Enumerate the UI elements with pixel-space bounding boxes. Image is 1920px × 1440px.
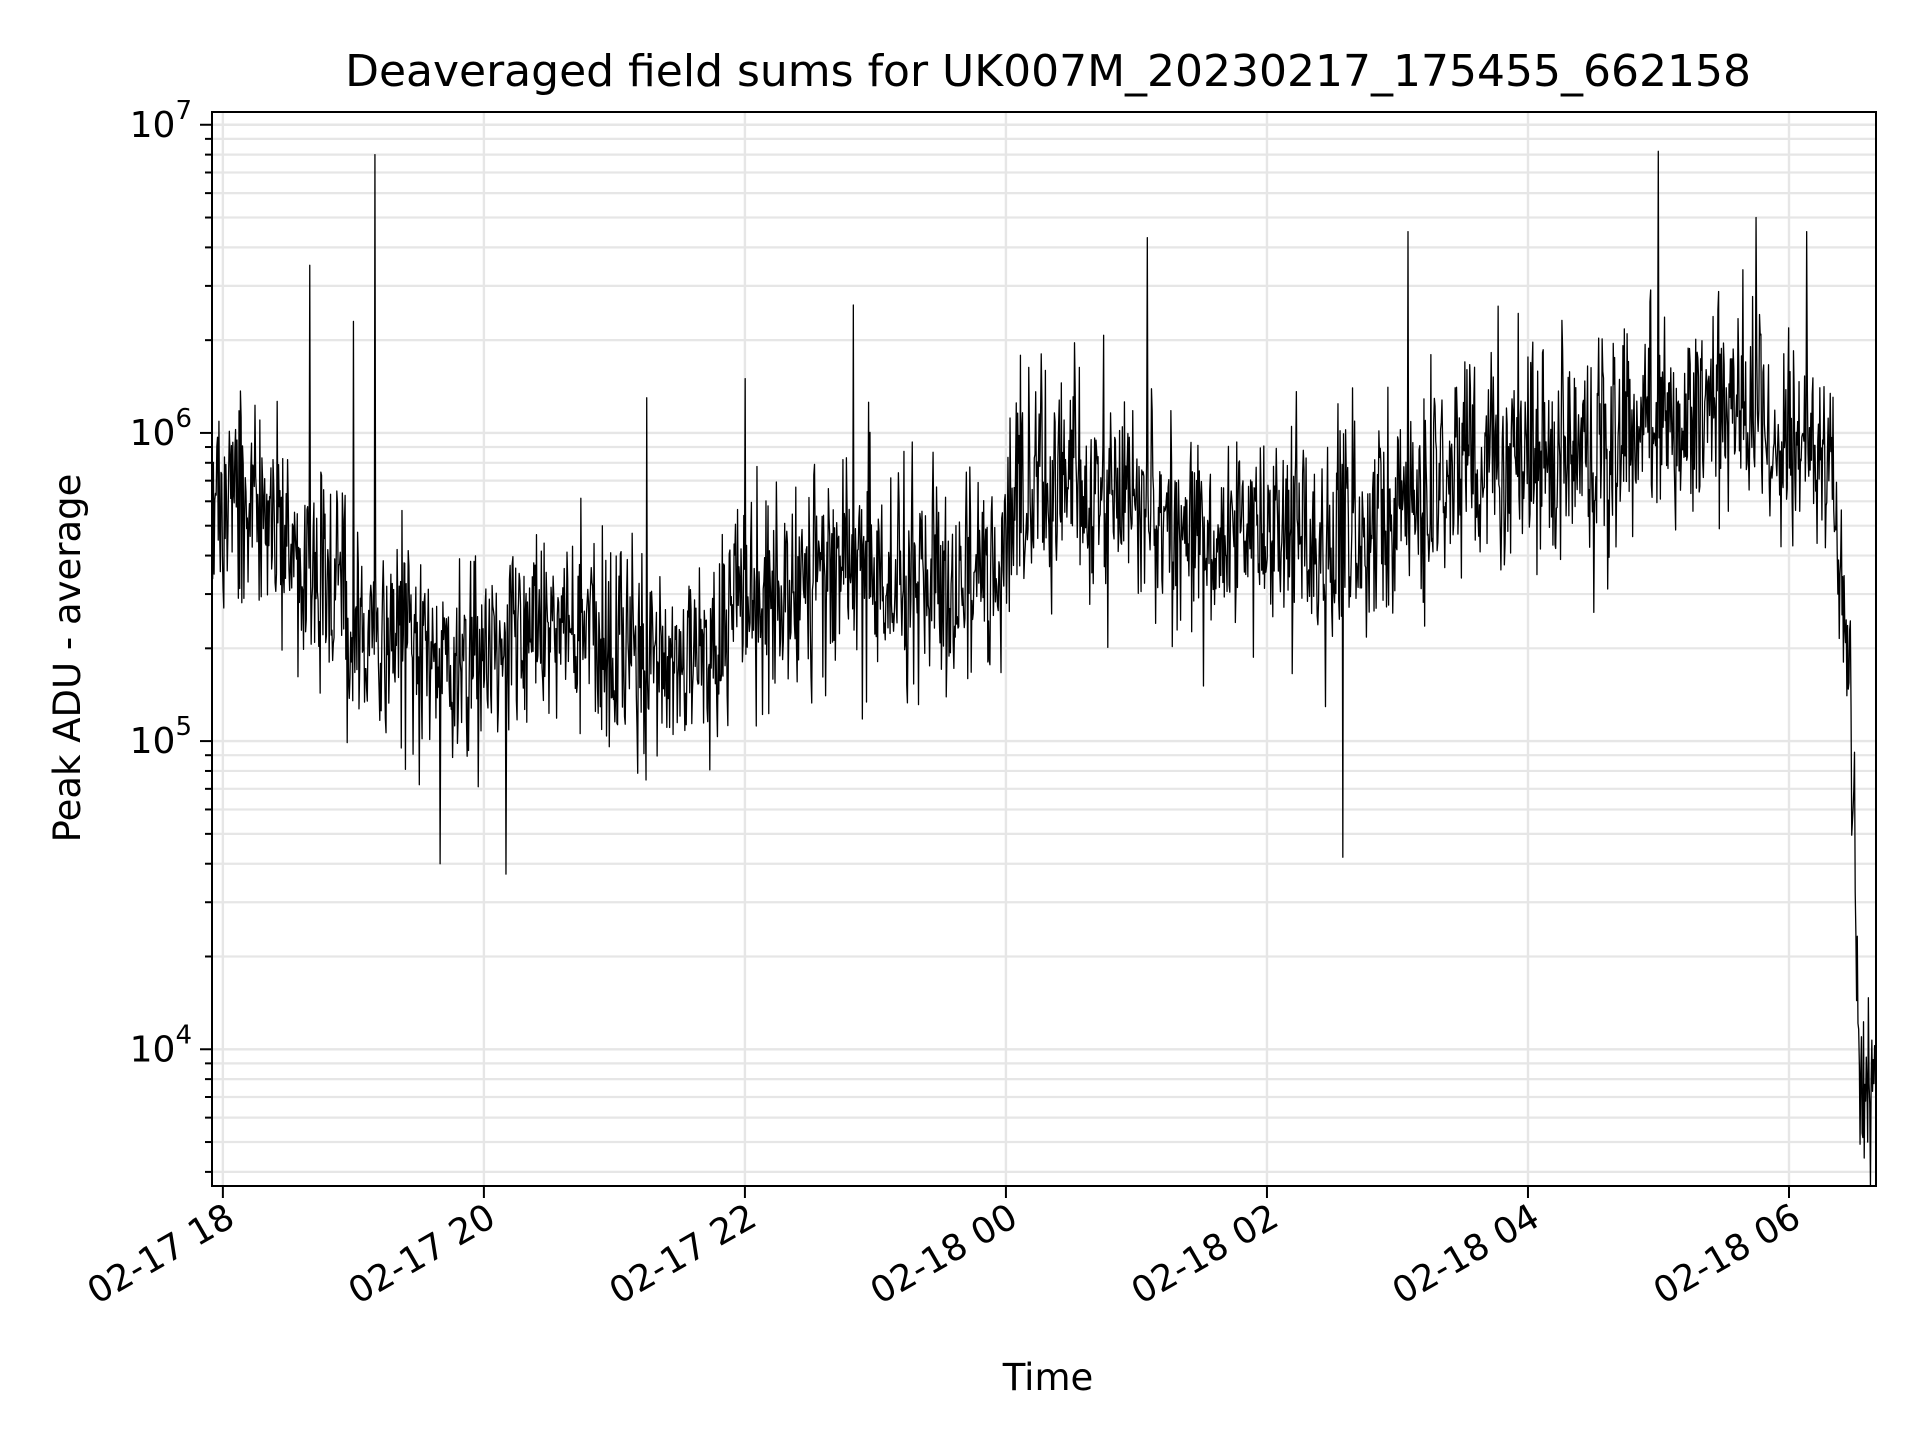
x-tick-label: 02-18 00	[864, 1196, 1025, 1312]
y-tick-label-exponent: 4	[175, 1020, 192, 1050]
y-tick-label: 107	[130, 96, 192, 146]
series-line	[211, 150, 1877, 1187]
x-tick-label: 02-17 20	[342, 1196, 503, 1312]
y-tick-label-base: 10	[130, 413, 176, 454]
y-tick-label: 104	[130, 1020, 192, 1070]
y-tick-label-base: 10	[130, 105, 176, 146]
x-tick-label: 02-18 06	[1647, 1196, 1808, 1312]
x-axis-title: Time	[1002, 1356, 1094, 1399]
grid-lines	[212, 112, 1876, 1186]
x-tick-label: 02-18 04	[1386, 1196, 1547, 1312]
y-tick-label-exponent: 7	[175, 96, 192, 126]
y-axis-title: Peak ADU - average	[46, 474, 89, 843]
y-tick-label-exponent: 6	[175, 404, 192, 434]
y-tick-label-base: 10	[130, 721, 176, 762]
x-tick-label: 02-17 22	[603, 1196, 764, 1312]
plot-area	[211, 150, 1877, 1187]
x-tick-label: 02-18 02	[1125, 1196, 1286, 1312]
y-tick-label: 106	[130, 404, 192, 454]
y-tick-label: 105	[130, 712, 192, 762]
y-tick-label-base: 10	[130, 1029, 176, 1070]
chart-title: Deaveraged field sums for UK007M_2023021…	[345, 46, 1751, 97]
x-tick-label: 02-17 18	[81, 1196, 242, 1312]
x-axis: 02-17 18 02-17 20 02-17 22 02-18 00 02-18 02…	[81, 1186, 1808, 1313]
y-tick-label-exponent: 5	[175, 712, 192, 742]
